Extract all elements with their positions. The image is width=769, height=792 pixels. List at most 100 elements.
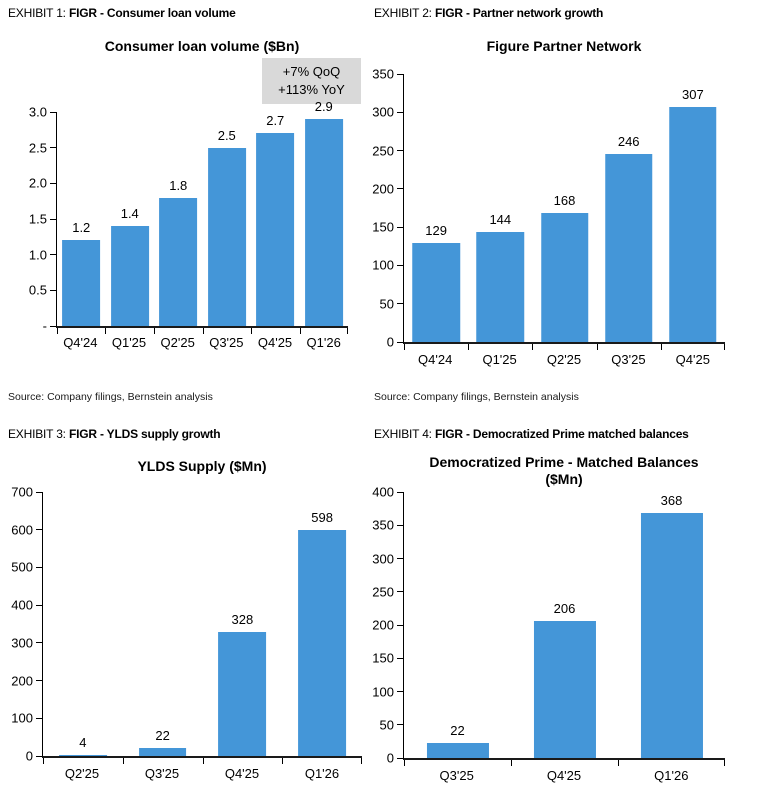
bar-value-label: 246 [617,133,640,149]
y-axis-tick-mark [36,491,42,493]
chart-title-line1: Democratized Prime - Matched Balances [429,454,699,470]
y-axis-tick-mark [36,680,42,682]
bar-value-label: 1.4 [120,206,139,222]
bar [669,106,717,342]
y-axis-tick-label: 200 [372,181,394,197]
y-axis-tick-label: 1.5 [28,211,47,227]
y-axis-tick-label: 0 [386,334,394,350]
y-axis-tick-mark [36,604,42,606]
exhibit-number: EXHIBIT 4: [374,427,432,441]
bar-value-label: 129 [425,223,447,239]
x-axis-tick-mark [202,328,204,334]
y-axis-tick-label: 250 [372,584,394,600]
exhibit-title: FIGR - Democratized Prime matched balanc… [434,427,689,441]
y-axis-tick-label: 500 [11,559,33,575]
chart-title: Consumer loan volume ($Bn) [104,38,300,54]
x-axis-label: Q2'25 [64,766,100,781]
y-axis-tick-mark [50,254,56,256]
y-axis-tick-label: 100 [11,710,33,726]
y-axis-tick-label: 2.5 [28,140,47,156]
annotation-line-yoy: +113% YoY [278,82,345,98]
x-axis-label: Q2'25 [160,335,195,350]
x-axis-labels: Q3'25 Q4'25 Q1'26 [403,768,725,783]
bar [640,513,703,758]
x-axis-tick-mark [250,328,252,334]
bar-plot-area: 400 350 300 250 200 150 100 50 0 22 206 368 [372,485,725,766]
annotation-line-qoq: +7% QoQ [282,64,341,79]
y-axis-tick-mark [397,226,403,228]
exhibit-title: FIGR - Consumer loan volume [68,6,236,20]
y-axis-tick-label: 0 [25,748,33,764]
x-axis-label: Q1'26 [304,766,340,781]
x-axis-tick-mark [596,344,598,350]
y-axis-tick-label: 350 [372,517,394,533]
y-axis-tick-mark [36,566,42,568]
bar-value-label: 328 [231,612,254,628]
exhibit-header: EXHIBIT 1: FIGR - Consumer loan volume [8,6,236,20]
bar-value-label: 598 [311,510,333,526]
bar [604,153,653,342]
y-axis-tick-label: 600 [11,522,33,538]
bar-value-label: 368 [660,493,683,509]
x-axis-tick-mark [724,760,725,766]
bar-value-label: 2.7 [266,113,285,129]
bar [533,621,596,758]
bar [159,197,198,326]
bar [138,747,187,756]
exhibit-title: FIGR - YLDS supply growth [68,427,221,441]
y-axis-tick-mark [397,591,403,593]
y-axis-tick-mark [397,724,403,726]
x-axis-label: Q4'24 [63,335,98,350]
chart-title: Figure Partner Network [486,38,642,54]
x-axis-tick-mark [347,328,348,334]
source-note: Source: Company filings, Bernstein analy… [374,391,579,403]
y-axis-tick-mark [397,73,403,75]
exhibit-number: EXHIBIT 3: [8,427,66,441]
chart-cell-exhibit-2: EXHIBIT 2: FIGR - Partner network growth… [372,0,769,412]
x-axis-label: Q3'25 [611,352,646,367]
y-axis-tick-mark [50,147,56,149]
x-axis-tick-mark [43,758,44,764]
chart-title-line2: ($Mn) [545,470,583,487]
y-axis-tick-label: 2.0 [28,175,47,191]
bar-plot-area: 700 600 500 400 300 200 100 0 4 22 328 598 [11,485,362,764]
x-axis-tick-mark [532,344,534,350]
x-axis-label: Q1'26 [654,768,689,783]
bar-plot-area: 350 300 250 200 150 100 50 0 129 144 168 246 307 [372,67,725,350]
x-axis-tick-mark [122,758,124,764]
x-axis-label: Q4'25 [675,352,710,367]
y-axis-tick-mark [397,303,403,305]
source-note: Source: Company filings, Bernstein analy… [8,391,213,403]
y-axis-tick-label: 700 [11,484,33,500]
exhibit-title: FIGR - Partner network growth [434,6,604,20]
y-axis-tick-mark [50,182,56,184]
x-axis-label: Q4'25 [546,768,582,783]
bar-value-label: 168 [553,193,576,209]
x-axis-label: Q2'25 [546,352,582,367]
y-axis-tick-label: 300 [11,635,33,651]
x-axis-label: Q4'25 [224,766,260,781]
y-axis-tick-mark [397,264,403,266]
bar [298,530,347,756]
x-axis-tick-mark [282,758,284,764]
bar [58,754,107,756]
x-axis-tick-mark [153,328,155,334]
bar [256,133,295,326]
y-axis-tick-mark [50,218,56,220]
y-axis-tick-label: 100 [372,257,394,273]
x-axis-tick-mark [660,344,662,350]
bar-value-label: 206 [553,601,576,617]
y-axis-tick-label: - [42,318,47,334]
x-axis-label: Q3'25 [209,335,244,350]
bar [304,119,343,326]
y-axis-tick-mark [36,642,42,644]
y-axis-tick-label: 1.0 [28,247,47,263]
x-axis-tick-mark [510,760,512,766]
x-axis-tick-mark [361,758,362,764]
y-axis-tick-mark [36,755,42,757]
bar [426,743,489,758]
y-axis-tick-label: 300 [372,551,394,566]
bar-value-label: 1.2 [72,220,91,236]
bar-value-label: 22 [155,727,170,743]
